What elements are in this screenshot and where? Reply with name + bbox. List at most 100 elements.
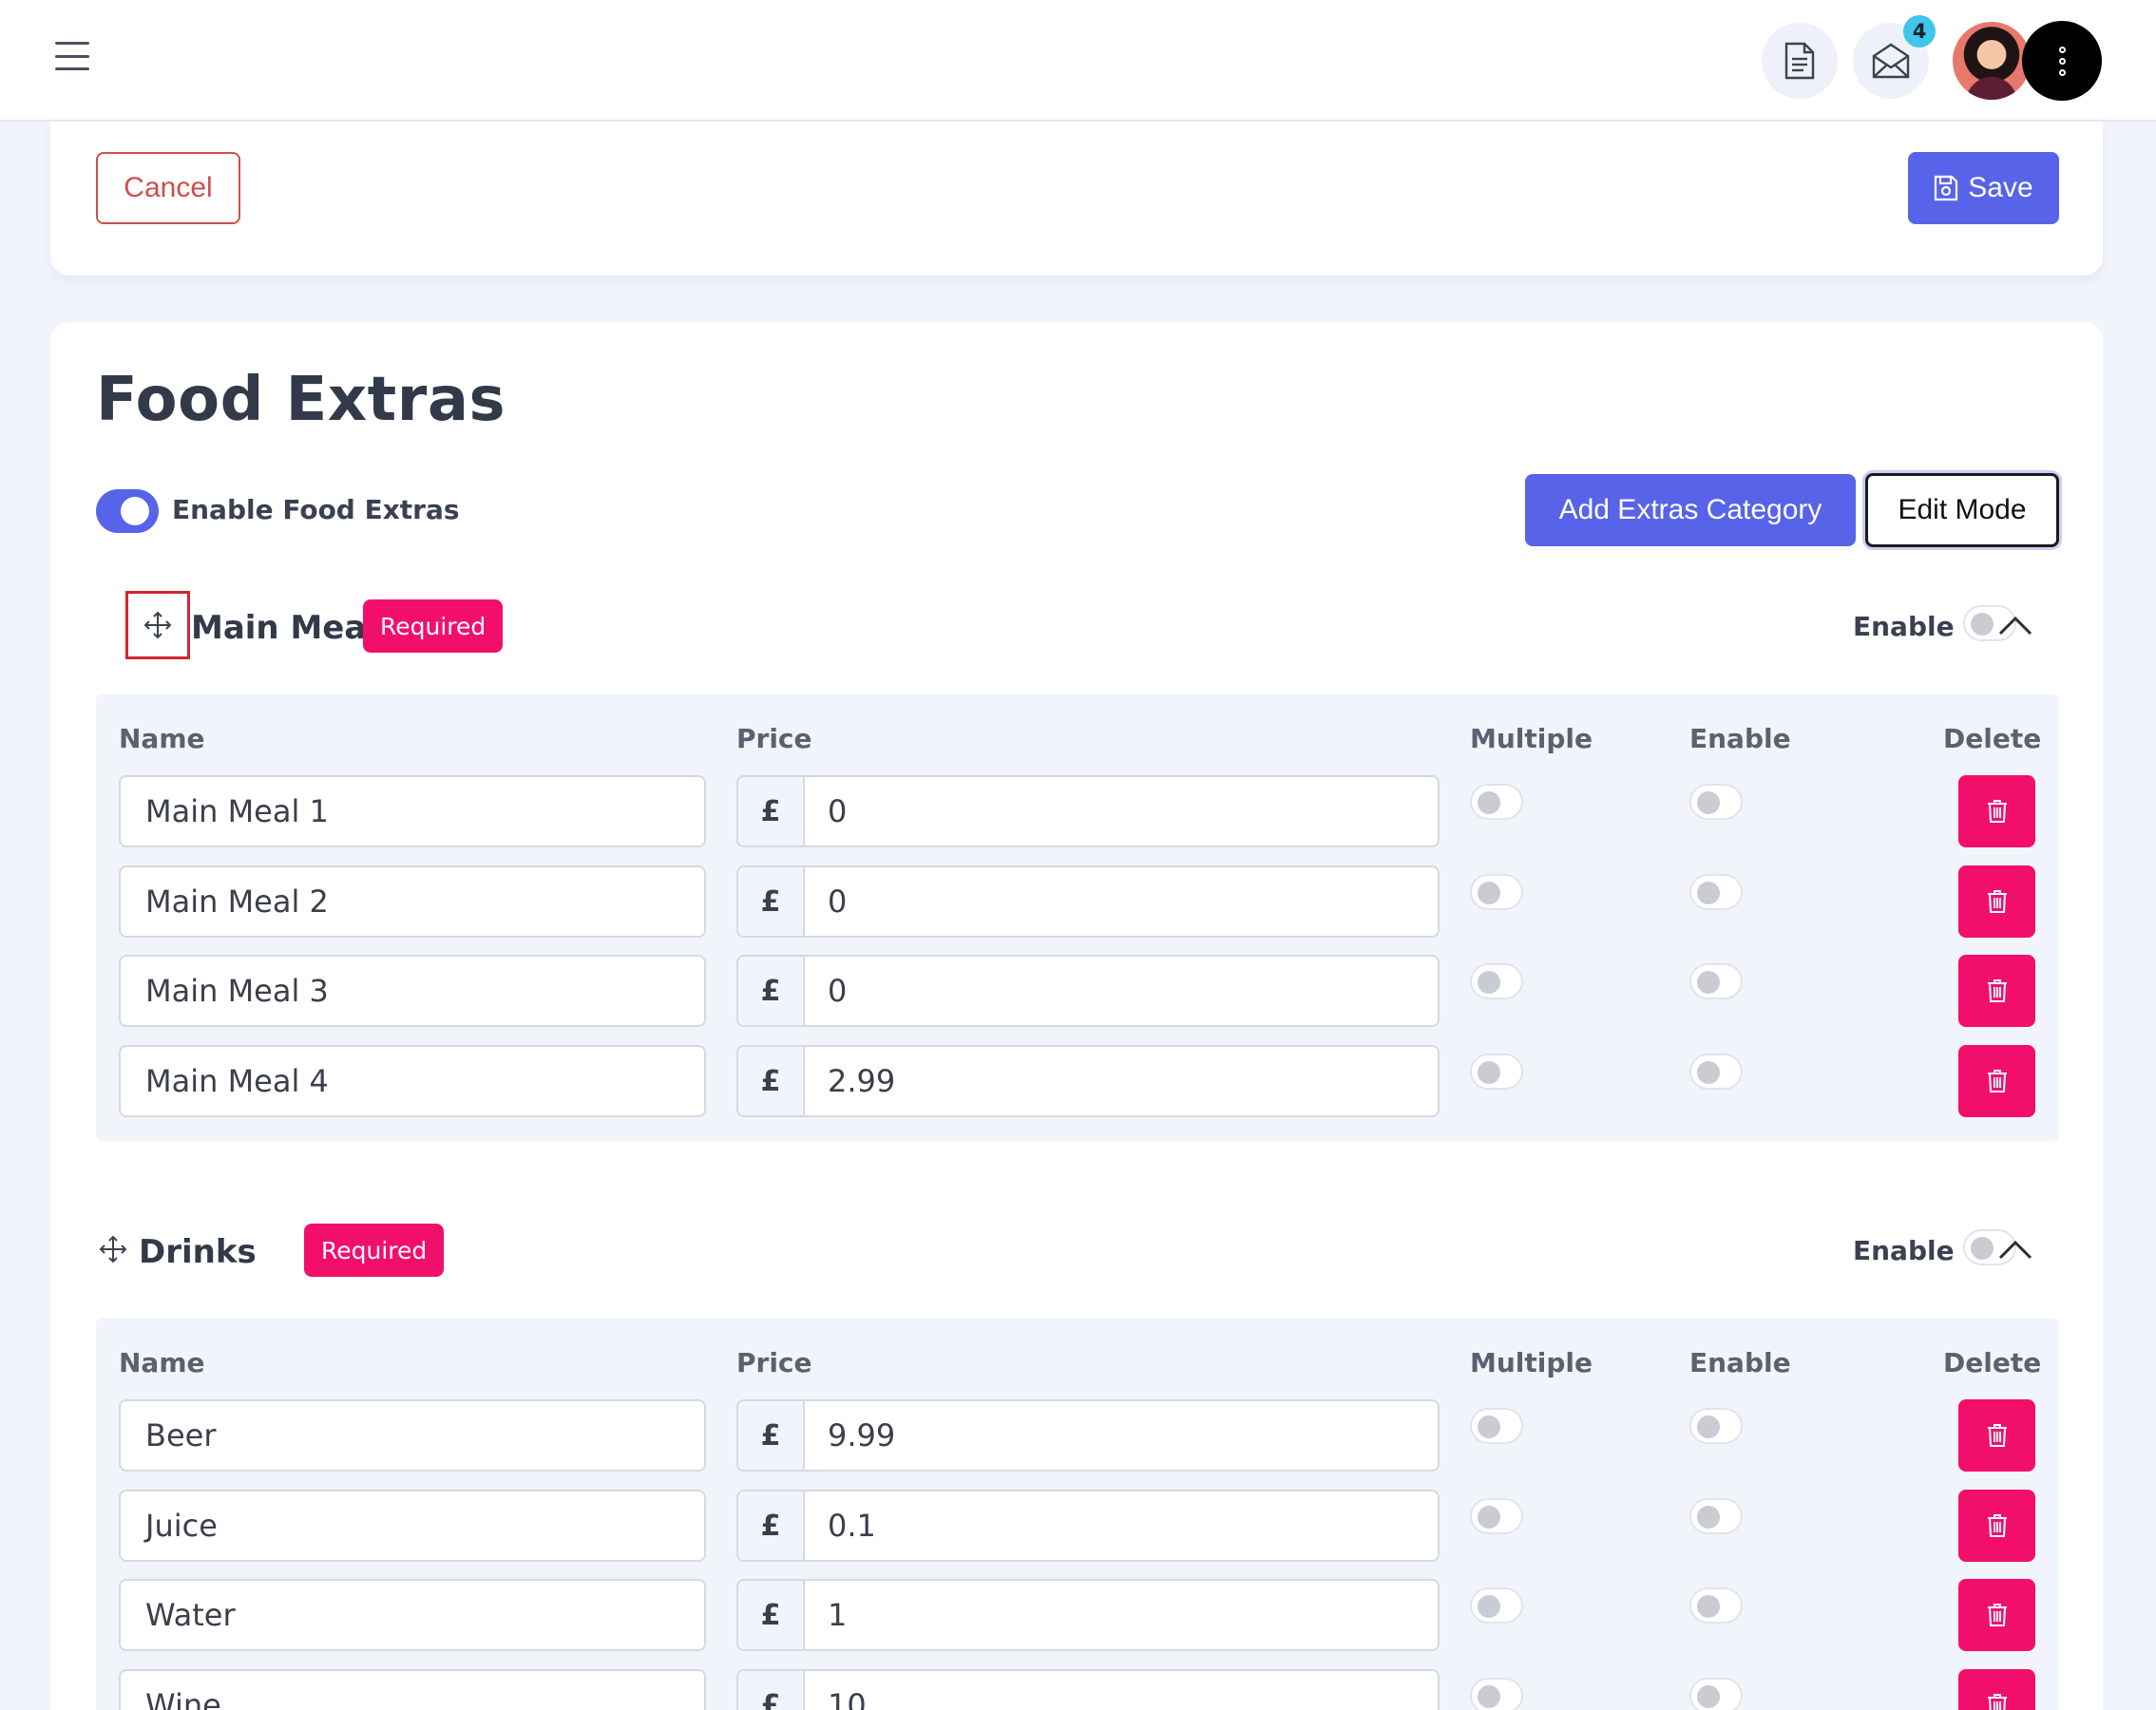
item-enable-toggle[interactable] [1689, 1678, 1743, 1710]
column-header-name: Name [119, 1347, 205, 1378]
trash-icon [1987, 1604, 2007, 1626]
item-name-input[interactable]: Water [119, 1579, 706, 1651]
delete-button[interactable] [1958, 955, 2035, 1027]
currency-symbol: £ [738, 1401, 805, 1470]
section-enable-toggle[interactable] [1963, 1229, 2016, 1265]
column-header-price: Price [736, 1347, 812, 1378]
delete-button[interactable] [1958, 865, 2035, 938]
item-multiple-toggle[interactable] [1470, 1498, 1523, 1534]
item-price-field: £ 0 [736, 865, 1440, 938]
save-button[interactable]: Save [1908, 152, 2059, 224]
table-row: Water £ 1 [96, 1579, 2059, 1651]
enable-food-extras-toggle[interactable] [96, 489, 159, 533]
more-vertical-icon[interactable] [2022, 21, 2102, 101]
document-icon [1784, 42, 1815, 80]
trash-icon [1987, 1424, 2007, 1447]
item-name-input[interactable]: Wine [119, 1669, 706, 1710]
currency-symbol: £ [738, 957, 805, 1025]
item-price-field: £ 0 [736, 775, 1440, 847]
page-title: Food Extras [96, 365, 506, 435]
column-header-delete: Delete [1943, 1347, 2042, 1378]
item-price-input[interactable]: 0 [828, 973, 848, 1009]
item-multiple-toggle[interactable] [1470, 874, 1523, 910]
item-multiple-toggle[interactable] [1470, 1678, 1523, 1710]
table-row: Main Meal 1 £ 0 [96, 775, 2059, 847]
notification-badge: 4 [1903, 15, 1936, 48]
trash-icon [1987, 979, 2007, 1002]
delete-button[interactable] [1958, 1045, 2035, 1117]
item-enable-toggle[interactable] [1689, 1408, 1743, 1444]
item-price-input[interactable]: 1 [828, 1597, 848, 1633]
item-name-input[interactable]: Main Meal 2 [119, 865, 706, 938]
menu-icon[interactable] [55, 42, 89, 70]
table-row: Main Meal 4 £ 2.99 [96, 1045, 2059, 1117]
item-price-field: £ 10 [736, 1669, 1440, 1710]
trash-icon [1987, 1514, 2007, 1537]
currency-symbol: £ [738, 867, 805, 936]
item-multiple-toggle[interactable] [1470, 784, 1523, 820]
table-row: Main Meal 3 £ 0 [96, 955, 2059, 1027]
extras-table-main-meal: Name Price Multiple Enable Delete Main M… [96, 694, 2059, 1141]
item-price-input[interactable]: 0 [828, 793, 848, 829]
delete-button[interactable] [1958, 1399, 2035, 1472]
item-enable-toggle[interactable] [1689, 963, 1743, 999]
delete-button[interactable] [1958, 1579, 2035, 1651]
item-multiple-toggle[interactable] [1470, 1408, 1523, 1444]
required-badge: Required [304, 1224, 445, 1277]
item-name-input[interactable]: Main Meal 1 [119, 775, 706, 847]
avatar[interactable] [1953, 22, 2031, 100]
table-row: Beer £ 9.99 [96, 1399, 2059, 1472]
extras-table-drinks: Name Price Multiple Enable Delete Beer £… [96, 1319, 2059, 1710]
item-enable-toggle[interactable] [1689, 1587, 1743, 1624]
move-icon [143, 611, 172, 639]
item-multiple-toggle[interactable] [1470, 1587, 1523, 1624]
column-header-multiple: Multiple [1470, 1347, 1593, 1378]
column-header-price: Price [736, 723, 812, 754]
item-price-input[interactable]: 0.1 [828, 1508, 876, 1544]
item-multiple-toggle[interactable] [1470, 1054, 1523, 1090]
item-price-field: £ 1 [736, 1579, 1440, 1651]
cancel-button[interactable]: Cancel [96, 152, 240, 224]
drag-handle-main-meal[interactable] [125, 591, 190, 659]
item-name-input[interactable]: Main Meal 3 [119, 955, 706, 1027]
item-price-field: £ 2.99 [736, 1045, 1440, 1117]
table-row: Wine £ 10 [96, 1669, 2059, 1710]
item-enable-toggle[interactable] [1689, 784, 1743, 820]
drag-handle-drinks[interactable] [81, 1215, 145, 1283]
item-price-input[interactable]: 0 [828, 884, 848, 920]
section-enable-label: Enable [1853, 1235, 1955, 1266]
mail-icon [1872, 43, 1910, 79]
chevron-up-icon[interactable] [1996, 1231, 2034, 1269]
currency-symbol: £ [738, 1581, 805, 1649]
item-name-input[interactable]: Beer [119, 1399, 706, 1472]
item-price-input[interactable]: 9.99 [828, 1417, 896, 1454]
item-enable-toggle[interactable] [1689, 1498, 1743, 1534]
currency-symbol: £ [738, 1671, 805, 1710]
item-enable-toggle[interactable] [1689, 1054, 1743, 1090]
documents-button[interactable] [1762, 23, 1838, 99]
currency-symbol: £ [738, 777, 805, 846]
edit-mode-button[interactable]: Edit Mode [1865, 473, 2059, 547]
item-price-field: £ 0.1 [736, 1490, 1440, 1562]
delete-button[interactable] [1958, 775, 2035, 847]
column-header-name: Name [119, 723, 205, 754]
item-price-input[interactable]: 10 [828, 1687, 867, 1710]
food-extras-card: Food Extras Enable Food Extras Add Extra… [50, 322, 2103, 1710]
delete-button[interactable] [1958, 1669, 2035, 1710]
column-header-enable: Enable [1689, 723, 1791, 754]
section-enable-toggle[interactable] [1963, 605, 2016, 641]
item-name-input[interactable]: Juice [119, 1490, 706, 1562]
item-price-input[interactable]: 2.99 [828, 1063, 896, 1099]
currency-symbol: £ [738, 1047, 805, 1115]
item-multiple-toggle[interactable] [1470, 963, 1523, 999]
add-extras-category-button[interactable]: Add Extras Category [1525, 474, 1856, 546]
item-enable-toggle[interactable] [1689, 874, 1743, 910]
save-button-label: Save [1968, 172, 2033, 203]
table-row: Main Meal 2 £ 0 [96, 865, 2059, 938]
column-header-multiple: Multiple [1470, 723, 1593, 754]
enable-food-extras-label: Enable Food Extras [172, 494, 460, 525]
delete-button[interactable] [1958, 1490, 2035, 1562]
item-name-input[interactable]: Main Meal 4 [119, 1045, 706, 1117]
item-price-field: £ 9.99 [736, 1399, 1440, 1472]
chevron-up-icon[interactable] [1996, 607, 2034, 645]
